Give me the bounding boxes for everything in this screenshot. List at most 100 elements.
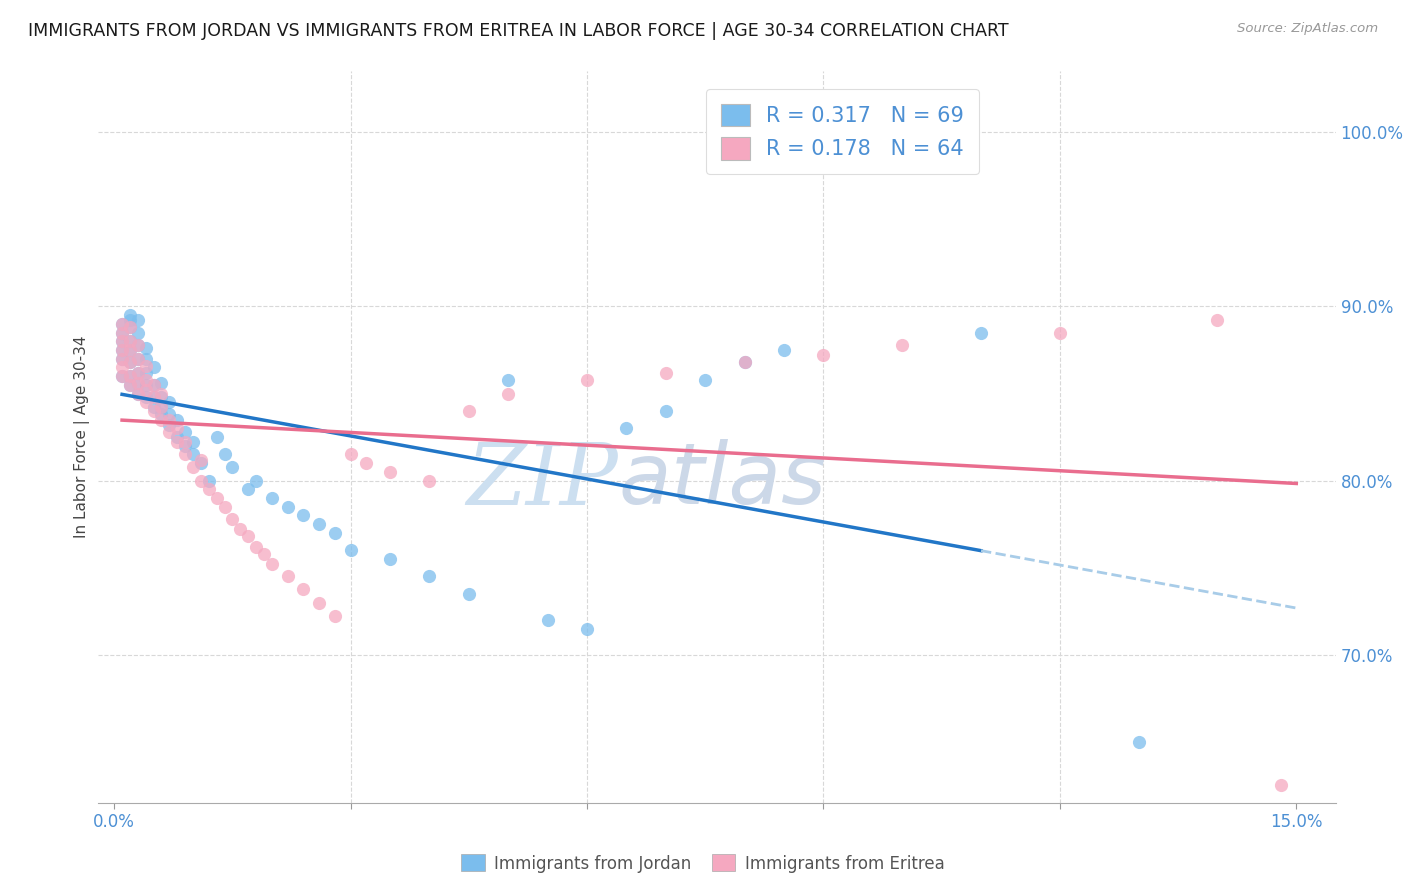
Point: [127, 386, 149, 401]
Point: [142, 377, 165, 392]
Point: [166, 430, 188, 444]
Point: [118, 334, 141, 349]
Point: [181, 435, 204, 450]
Point: [773, 343, 796, 357]
Point: [970, 326, 993, 340]
Point: [734, 355, 756, 369]
Legend: R = 0.317   N = 69, R = 0.178   N = 64: R = 0.317 N = 69, R = 0.178 N = 64: [706, 89, 979, 174]
Point: [118, 320, 141, 334]
Point: [118, 334, 141, 349]
Point: [118, 355, 141, 369]
Text: Source: ZipAtlas.com: Source: ZipAtlas.com: [1237, 22, 1378, 36]
Point: [135, 390, 157, 404]
Point: [150, 408, 173, 422]
Point: [891, 338, 914, 352]
Point: [190, 452, 212, 467]
Point: [111, 317, 134, 331]
Point: [127, 351, 149, 366]
Point: [496, 373, 519, 387]
Point: [166, 421, 188, 435]
Point: [221, 459, 243, 474]
Text: ZIP: ZIP: [467, 440, 619, 523]
Point: [135, 351, 157, 366]
Point: [157, 412, 180, 426]
Point: [655, 404, 678, 418]
Point: [111, 369, 134, 384]
Point: [277, 500, 299, 514]
Point: [576, 622, 599, 636]
Point: [135, 377, 157, 392]
Point: [181, 459, 204, 474]
Point: [150, 390, 173, 404]
Point: [205, 491, 228, 505]
Point: [135, 359, 157, 373]
Point: [135, 373, 157, 387]
Point: [339, 543, 361, 558]
Point: [118, 313, 141, 327]
Point: [127, 366, 149, 380]
Point: [214, 500, 236, 514]
Point: [157, 425, 180, 439]
Point: [127, 386, 149, 401]
Text: IMMIGRANTS FROM JORDAN VS IMMIGRANTS FROM ERITREA IN LABOR FORCE | AGE 30-34 COR: IMMIGRANTS FROM JORDAN VS IMMIGRANTS FRO…: [28, 22, 1008, 40]
Point: [111, 334, 134, 349]
Point: [655, 366, 678, 380]
Point: [111, 334, 134, 349]
Point: [127, 338, 149, 352]
Point: [813, 348, 835, 362]
Point: [292, 582, 315, 596]
Point: [127, 376, 149, 390]
Point: [496, 386, 519, 401]
Point: [135, 341, 157, 355]
Point: [205, 430, 228, 444]
Point: [111, 343, 134, 357]
Text: atlas: atlas: [619, 440, 827, 523]
Point: [356, 456, 378, 470]
Point: [214, 448, 236, 462]
Point: [190, 474, 212, 488]
Point: [118, 308, 141, 322]
Point: [118, 377, 141, 392]
Point: [142, 404, 165, 418]
Point: [150, 401, 173, 415]
Point: [221, 512, 243, 526]
Point: [118, 355, 141, 369]
Point: [118, 369, 141, 384]
Point: [260, 558, 283, 572]
Point: [150, 412, 173, 426]
Point: [174, 439, 197, 453]
Point: [236, 483, 259, 497]
Point: [1049, 326, 1071, 340]
Point: [418, 474, 440, 488]
Point: [174, 448, 197, 462]
Point: [1128, 735, 1150, 749]
Point: [118, 343, 141, 357]
Point: [174, 435, 197, 450]
Point: [142, 390, 165, 404]
Point: [157, 408, 180, 422]
Point: [418, 569, 440, 583]
Point: [253, 547, 276, 561]
Point: [111, 351, 134, 366]
Point: [127, 313, 149, 327]
Point: [166, 435, 188, 450]
Point: [308, 517, 330, 532]
Point: [127, 338, 149, 352]
Point: [127, 351, 149, 366]
Point: [111, 369, 134, 384]
Point: [127, 326, 149, 340]
Point: [292, 508, 315, 523]
Point: [245, 474, 267, 488]
Point: [111, 351, 134, 366]
Point: [166, 412, 188, 426]
Point: [323, 609, 346, 624]
Point: [457, 587, 479, 601]
Point: [457, 404, 479, 418]
Point: [616, 421, 638, 435]
Point: [181, 448, 204, 462]
Point: [118, 369, 141, 384]
Point: [190, 456, 212, 470]
Point: [135, 395, 157, 409]
Point: [576, 373, 599, 387]
Point: [127, 376, 149, 390]
